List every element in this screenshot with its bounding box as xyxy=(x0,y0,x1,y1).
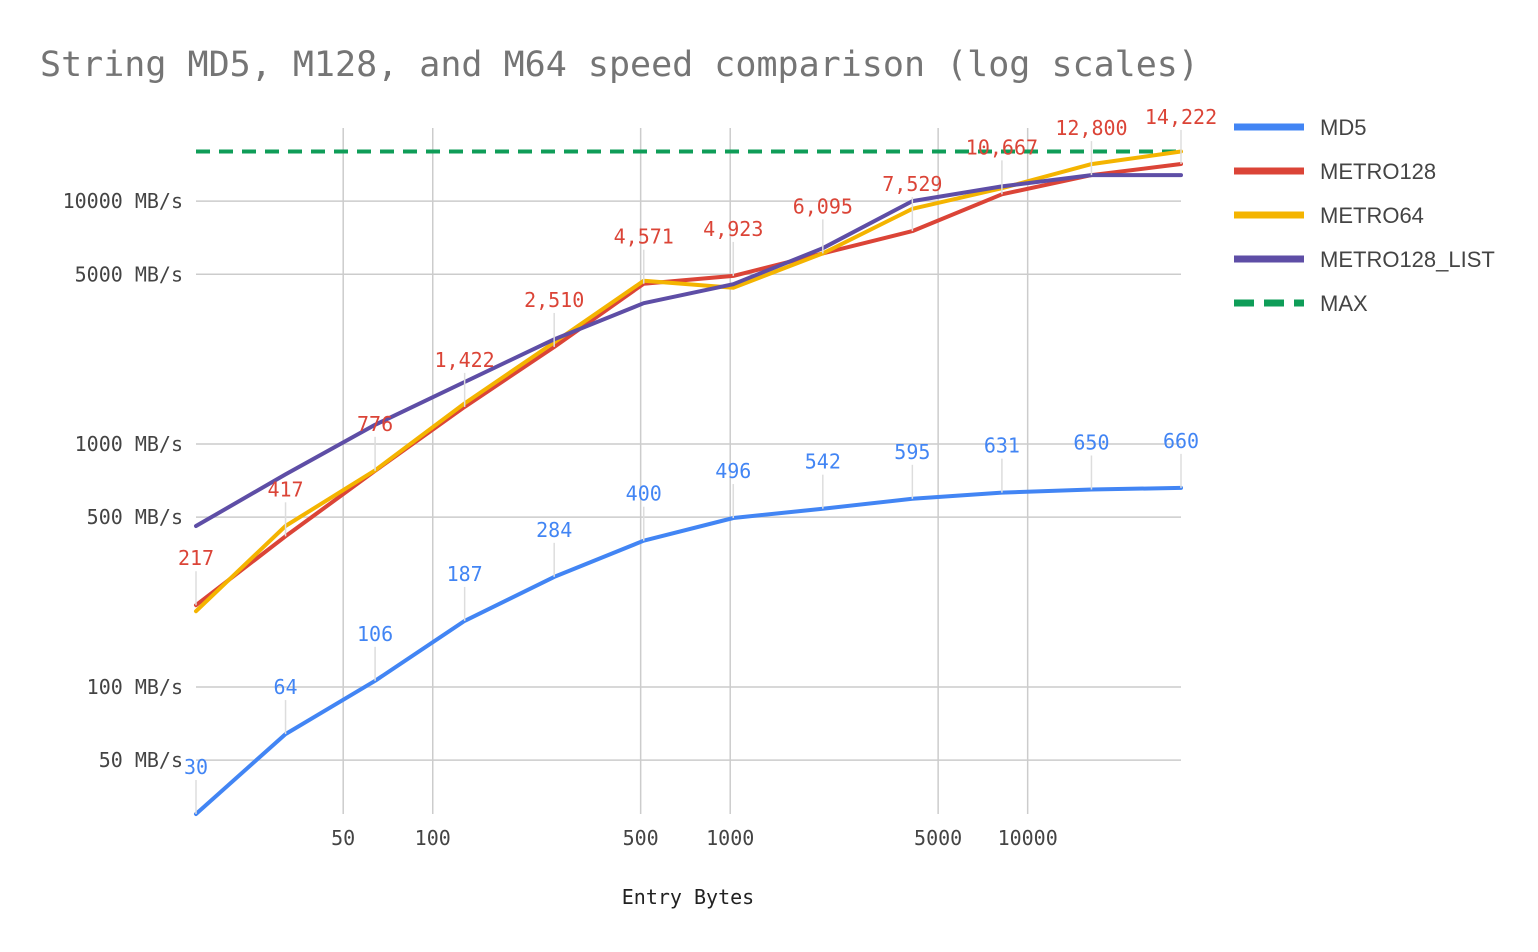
data-label: 417 xyxy=(267,477,303,501)
data-label: 776 xyxy=(357,412,393,436)
data-label: 660 xyxy=(1163,429,1199,453)
x-tick-label: 1000 xyxy=(706,826,754,850)
series-line-md5 xyxy=(194,485,1183,816)
legend-label: METRO128 xyxy=(1320,159,1436,184)
data-labels: 30 64 106 187 284 400 496 542 595 631 650 660 217 417… xyxy=(178,105,1217,814)
data-label: 30 xyxy=(184,755,208,779)
x-tick-label: 500 xyxy=(623,826,659,850)
data-label: 4,571 xyxy=(614,225,674,249)
data-label: 106 xyxy=(357,622,393,646)
data-label: 4,923 xyxy=(703,217,763,241)
data-label: 12,800 xyxy=(1055,116,1127,140)
data-label: 64 xyxy=(273,675,297,699)
data-label: 217 xyxy=(178,546,214,570)
legend-label: METRO128_LIST xyxy=(1320,247,1495,272)
data-label: 595 xyxy=(894,440,930,464)
data-label: 6,095 xyxy=(793,194,853,218)
x-tick-label: 10000 xyxy=(998,826,1058,850)
data-label: 496 xyxy=(715,459,751,483)
data-label: 284 xyxy=(536,518,572,542)
data-label: 7,529 xyxy=(882,172,942,196)
y-tick-label: 1000 MB/s xyxy=(75,432,183,456)
data-label: 1,422 xyxy=(435,348,495,372)
legend-label: MD5 xyxy=(1320,115,1366,140)
legend-label: MAX xyxy=(1320,291,1368,316)
chart-title: String MD5, M128, and M64 speed comparis… xyxy=(40,45,1199,85)
data-label: 542 xyxy=(805,450,841,474)
data-label: 14,222 xyxy=(1145,105,1217,129)
data-label: 650 xyxy=(1073,431,1109,455)
legend-label: METRO64 xyxy=(1320,203,1424,228)
series-line-metro128-list xyxy=(194,173,1183,528)
data-label: 10,667 xyxy=(966,135,1038,159)
y-tick-label: 100 MB/s xyxy=(87,675,183,699)
gridlines xyxy=(196,128,1181,814)
data-label: 631 xyxy=(984,434,1020,458)
x-tick-label: 100 xyxy=(415,826,451,850)
data-label: 400 xyxy=(626,482,662,506)
y-tick-label: 5000 MB/s xyxy=(75,262,183,286)
data-label: 2,510 xyxy=(524,288,584,312)
series-lines xyxy=(194,149,1183,816)
x-axis-label: Entry Bytes xyxy=(622,885,754,909)
y-tick-label: 500 MB/s xyxy=(87,505,183,529)
x-tick-label: 5000 xyxy=(914,826,962,850)
legend: MD5 METRO128 METRO64 METRO128_LIST MAX xyxy=(1234,115,1495,316)
data-label: 187 xyxy=(447,562,483,586)
y-axis-ticks: 50 MB/s 100 MB/s 500 MB/s 1000 MB/s 5000 MB/… xyxy=(63,189,183,772)
x-axis-ticks: 50 100 500 1000 5000 10000 xyxy=(331,826,1058,850)
y-tick-label: 10000 MB/s xyxy=(63,189,183,213)
x-tick-label: 50 xyxy=(331,826,355,850)
y-tick-label: 50 MB/s xyxy=(99,748,183,772)
